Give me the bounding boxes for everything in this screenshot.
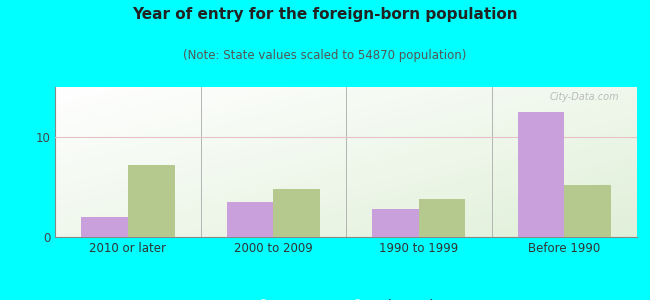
- Bar: [81, 217, 128, 237]
- Bar: [227, 202, 274, 237]
- Text: City-Data.com: City-Data.com: [550, 92, 619, 101]
- Bar: [274, 189, 320, 237]
- Bar: [518, 112, 564, 237]
- Bar: [128, 165, 174, 237]
- Legend: 54870, Wisconsin: 54870, Wisconsin: [245, 294, 447, 300]
- Text: (Note: State values scaled to 54870 population): (Note: State values scaled to 54870 popu…: [183, 50, 467, 62]
- Bar: [419, 199, 465, 237]
- Bar: [564, 185, 611, 237]
- Text: Year of entry for the foreign-born population: Year of entry for the foreign-born popul…: [132, 8, 518, 22]
- Bar: [372, 209, 419, 237]
